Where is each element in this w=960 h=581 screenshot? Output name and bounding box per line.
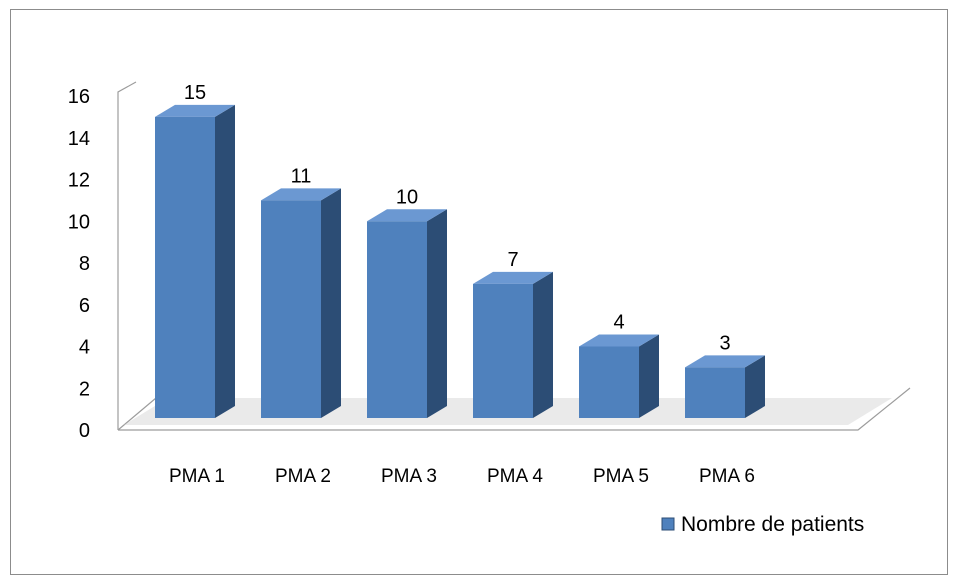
- bar-front: [473, 283, 533, 418]
- y-tick-label: 4: [79, 337, 90, 359]
- bar-top: [155, 104, 235, 117]
- x-axis-ticks: PMA 1 PMA 2 PMA 3 PMA 4 PMA 5 PMA 6: [169, 466, 755, 487]
- bar: [685, 355, 765, 418]
- bar: [473, 271, 553, 418]
- bar-top: [579, 334, 659, 347]
- data-label: 3: [719, 332, 730, 354]
- x-tick-label: PMA 2: [275, 466, 331, 487]
- chart-axes: [117, 81, 911, 431]
- bar: [155, 104, 235, 418]
- data-label: 15: [184, 82, 206, 104]
- bar-side: [745, 355, 765, 418]
- bar: [367, 209, 447, 418]
- data-label: 11: [291, 165, 312, 187]
- bar-top: [685, 355, 765, 368]
- bar-side: [215, 104, 235, 418]
- data-label: 10: [396, 186, 418, 208]
- bar: [579, 334, 659, 418]
- y-tick-label: 14: [68, 128, 90, 150]
- y-tick-label: 2: [79, 378, 90, 400]
- x-tick-label: PMA 5: [593, 466, 649, 487]
- bar-side: [639, 334, 659, 418]
- bar-side: [427, 209, 447, 418]
- y-tick-label: 10: [68, 211, 90, 233]
- y-tick-label: 8: [79, 253, 90, 275]
- bar-front: [579, 346, 639, 418]
- bar-front: [685, 367, 745, 418]
- data-label: 4: [613, 312, 624, 334]
- y-tick-label: 6: [79, 295, 90, 317]
- bar-series: [155, 104, 765, 418]
- y-tick-label: 12: [68, 170, 90, 192]
- x-tick-label: PMA 3: [381, 466, 437, 487]
- bar: [261, 188, 341, 418]
- bar-top: [261, 188, 341, 201]
- bar-front: [367, 221, 427, 418]
- y-tick-label: 0: [79, 420, 90, 442]
- depth-axis-line: [117, 397, 157, 431]
- y-tick-label: 16: [68, 86, 90, 108]
- x-tick-label: PMA 6: [699, 466, 755, 487]
- data-labels: 15 11 10 7 4 3: [184, 82, 731, 355]
- legend-label: Nombre de patients: [681, 513, 864, 536]
- bar-front: [261, 200, 321, 418]
- legend: Nombre de patients: [661, 513, 864, 536]
- bar-side: [321, 188, 341, 418]
- y-axis-ticks: 0 2 4 6 8 10 12 14 16: [68, 86, 90, 442]
- bar-top: [367, 209, 447, 222]
- x-tick-label: PMA 4: [487, 466, 543, 487]
- legend-swatch: [661, 517, 675, 531]
- x-axis-line: [118, 387, 911, 431]
- data-label: 7: [507, 249, 518, 271]
- bar-front: [155, 116, 215, 418]
- bar-top: [473, 271, 553, 284]
- bar-side: [533, 271, 553, 418]
- x-tick-label: PMA 1: [169, 466, 225, 487]
- y-axis-line: [117, 81, 137, 430]
